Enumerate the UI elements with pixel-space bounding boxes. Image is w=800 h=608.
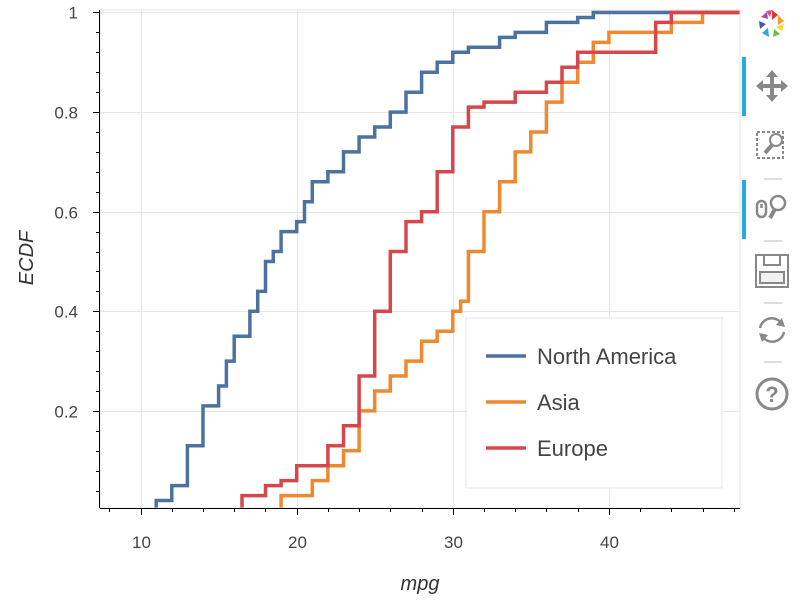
x-tick-label: 10 (132, 533, 151, 552)
reset-icon[interactable] (754, 312, 790, 348)
y-axis-label: ECDF (16, 229, 38, 285)
x-grid (141, 10, 610, 508)
legend-label-europe: Europe (537, 436, 608, 461)
pan-tool-active-indicator (742, 57, 746, 116)
svg-text:?: ? (765, 382, 778, 407)
help-icon[interactable]: ? (754, 376, 790, 412)
x-tick-label: 30 (444, 533, 463, 552)
y-tick-label: 0.8 (54, 104, 78, 123)
x-axis: 10 20 30 40 (100, 508, 740, 552)
x-axis-label: mpg (401, 573, 440, 595)
series-layer (154, 10, 740, 508)
toolbar-separator (764, 178, 782, 180)
bokeh-logo-icon[interactable] (754, 6, 790, 42)
y-tick-label: 0.4 (54, 303, 78, 322)
toolbar-separator (764, 361, 782, 363)
ecdf-chart[interactable]: 10 20 30 40 0.2 0.4 0.6 0.8 1 mpg ECDF North Am… (0, 0, 745, 608)
y-axis: 0.2 0.4 0.6 0.8 1 (54, 4, 100, 508)
toolbar: ? (742, 0, 800, 608)
series-line-europe (240, 10, 740, 508)
toolbar-separator (764, 240, 782, 242)
save-icon[interactable] (754, 252, 790, 288)
box-zoom-icon[interactable] (754, 128, 790, 164)
legend: North America Asia Europe (465, 317, 723, 489)
legend-label-north-america: North America (537, 344, 677, 369)
toolbar-separator (764, 302, 782, 304)
wheel-zoom-icon[interactable] (754, 190, 790, 226)
legend-label-asia: Asia (537, 390, 581, 415)
x-tick-label: 20 (288, 533, 307, 552)
series-line-north-america (154, 10, 740, 508)
series-line-asia (279, 10, 740, 508)
pan-icon[interactable] (754, 68, 790, 104)
x-tick-label: 40 (600, 533, 619, 552)
wheel-zoom-active-indicator (742, 180, 746, 239)
y-tick-label: 0.2 (54, 403, 78, 422)
y-tick-label: 1 (69, 4, 78, 23)
y-tick-label: 0.6 (54, 204, 78, 223)
